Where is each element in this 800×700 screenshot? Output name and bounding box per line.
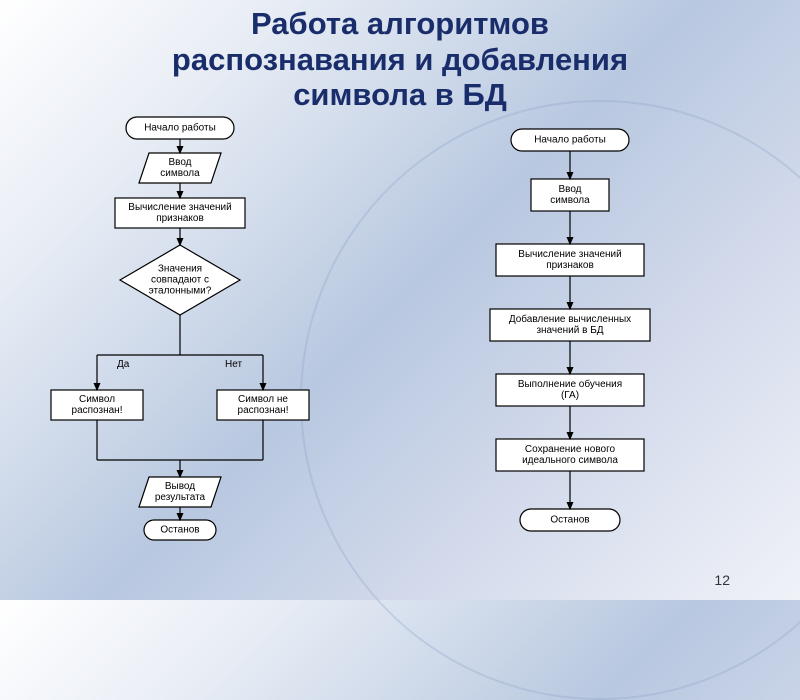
svg-text:признаков: признаков: [156, 213, 204, 224]
svg-text:Выполнение обучения: Выполнение обучения: [518, 378, 622, 390]
node-R7: Останов: [520, 509, 620, 531]
svg-text:Вычисление значений: Вычисление значений: [128, 202, 231, 213]
node-R4: Добавление вычисленныхзначений в БД: [490, 309, 650, 341]
node-L3: Вычисление значенийпризнаков: [115, 198, 245, 228]
svg-text:(ГА): (ГА): [561, 390, 579, 401]
node-R1: Начало работы: [511, 129, 629, 151]
svg-text:символа: символа: [160, 168, 200, 179]
node-R2: Вводсимвола: [531, 179, 609, 211]
node-R5: Выполнение обучения(ГА): [496, 374, 644, 406]
svg-text:символа: символа: [550, 195, 590, 206]
node-L1: Начало работы: [126, 117, 234, 139]
node-R6: Сохранение новогоидеального символа: [496, 439, 644, 471]
svg-text:Начало работы: Начало работы: [534, 134, 606, 146]
svg-text:Ввод: Ввод: [558, 184, 581, 195]
svg-text:идеального символа: идеального символа: [522, 455, 618, 466]
flowchart-canvas: Начало работыВводсимволаВычисление значе…: [0, 0, 800, 600]
svg-text:Останов: Останов: [160, 525, 199, 536]
svg-text:Добавление вычисленных: Добавление вычисленных: [509, 313, 631, 325]
svg-text:эталонными?: эталонными?: [149, 286, 212, 297]
svg-text:Да: Да: [117, 359, 130, 370]
svg-text:Вычисление значений: Вычисление значений: [518, 249, 621, 260]
svg-text:Сохранение нового: Сохранение нового: [525, 444, 616, 455]
node-L6: Выводрезультата: [139, 477, 221, 507]
node-L4: Значениясовпадают сэталонными?: [120, 245, 240, 315]
svg-text:Символ: Символ: [79, 394, 115, 405]
svg-text:Останов: Останов: [550, 515, 589, 526]
svg-text:распознан!: распознан!: [72, 405, 123, 416]
svg-text:Ввод: Ввод: [168, 157, 191, 168]
node-L5a: Символраспознан!: [51, 390, 143, 420]
svg-text:Значения: Значения: [158, 264, 202, 275]
node-L2: Вводсимвола: [139, 153, 221, 183]
svg-text:Вывод: Вывод: [165, 481, 195, 492]
node-L7: Останов: [144, 520, 216, 540]
node-L5b: Символ нераспознан!: [217, 390, 309, 420]
svg-text:совпадают с: совпадают с: [151, 275, 209, 286]
svg-text:Начало работы: Начало работы: [144, 122, 216, 134]
page-number: 12: [714, 572, 730, 588]
svg-text:распознан!: распознан!: [238, 405, 289, 416]
node-R3: Вычисление значенийпризнаков: [496, 244, 644, 276]
svg-text:Нет: Нет: [225, 359, 242, 370]
svg-text:Символ не: Символ не: [238, 394, 288, 405]
svg-text:результата: результата: [155, 492, 206, 503]
svg-text:признаков: признаков: [546, 260, 594, 271]
svg-text:значений в БД: значений в БД: [536, 325, 603, 336]
